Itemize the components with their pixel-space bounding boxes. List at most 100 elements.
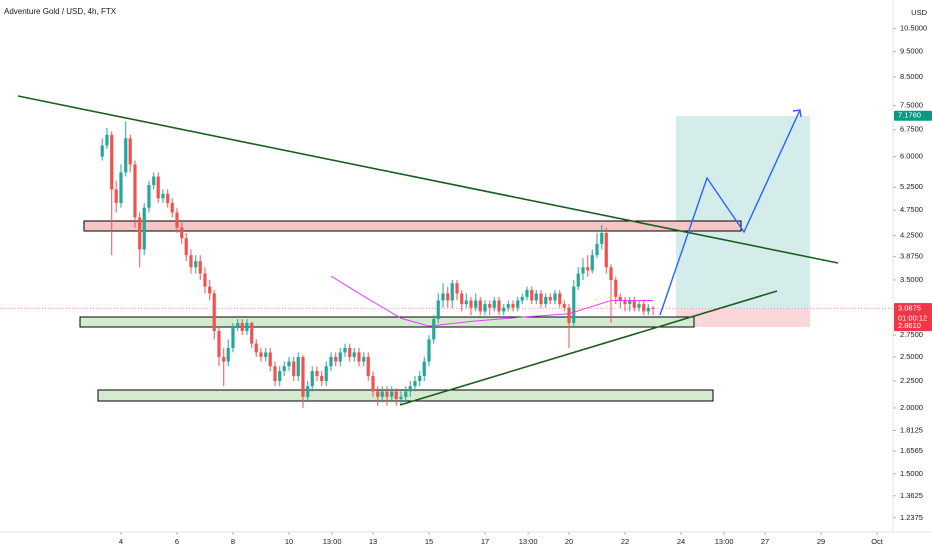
y-tick-label: 4.2500 (900, 231, 923, 240)
candle-body (548, 296, 552, 301)
candle-body (166, 193, 170, 203)
candle-body (553, 293, 557, 301)
candle-body (637, 304, 641, 308)
profit-zone (676, 116, 810, 310)
candle-body (390, 391, 394, 397)
x-tick-label: 8 (231, 537, 235, 546)
candle-body (128, 138, 132, 165)
candle-body (609, 267, 613, 280)
candle-body (226, 347, 230, 362)
x-tick-label: Oct (871, 537, 884, 546)
candle-body (418, 376, 422, 382)
y-tick-label: 1.6565 (900, 446, 923, 455)
candle-body (488, 304, 492, 308)
candle-body (208, 286, 212, 294)
y-tick-label: 9.5000 (900, 47, 923, 56)
candle-body (310, 371, 314, 387)
candle-body (628, 300, 632, 305)
y-tick-label: 3.8750 (900, 252, 923, 261)
candle-body (114, 189, 118, 203)
candle-body (240, 322, 244, 332)
x-tick-label: 17 (481, 537, 489, 546)
candle-body (478, 300, 482, 312)
x-tick-label: 6 (175, 537, 179, 546)
candle-body (110, 134, 114, 190)
trend-line (17, 95, 839, 264)
y-tick-label: 2.0000 (900, 403, 923, 412)
candle-body (142, 207, 146, 250)
candle-body (436, 300, 440, 320)
candle-body (329, 356, 333, 367)
x-tick-label: 13:00 (519, 537, 538, 546)
candle-body (483, 304, 487, 312)
candle-body (212, 293, 216, 332)
candle-body (474, 300, 478, 308)
candle-body (642, 304, 646, 312)
overlay (0, 95, 893, 406)
candle-body (245, 322, 249, 332)
chart-title: Adventure Gold / USD, 4h, FTX (4, 7, 117, 16)
candle-body (604, 232, 608, 268)
candle-body (558, 293, 562, 305)
candle-body (399, 396, 403, 400)
candle-body (567, 307, 571, 323)
candle-body (544, 296, 548, 305)
candle-body (273, 366, 277, 382)
candle-body (100, 145, 104, 157)
candle-body (497, 300, 501, 312)
loss-zone (676, 310, 810, 327)
candle-body (394, 391, 398, 400)
candle-body (203, 273, 207, 287)
y-tick-label: 1.3625 (900, 491, 923, 500)
candle-body (138, 217, 142, 250)
support-zone (79, 316, 695, 328)
x-tick-label: 22 (621, 537, 629, 546)
candle-body (320, 376, 324, 382)
price-badge-label: 7.1760 (898, 111, 921, 120)
x-tick-label: 4 (119, 537, 123, 546)
candle-body (464, 300, 468, 305)
candle-body (450, 283, 454, 301)
candle-body (590, 255, 594, 271)
y-tick-label: 1.5000 (900, 469, 923, 478)
candle-body (296, 356, 300, 377)
x-tick-label: 13:00 (715, 537, 734, 546)
x-tick-label: 29 (817, 537, 825, 546)
candle-body (614, 279, 618, 297)
countdown-label: 01:00:12 (898, 314, 927, 323)
candle-body (236, 322, 240, 327)
x-tick-label: 24 (677, 537, 685, 546)
candle-body (623, 300, 627, 305)
candle-body (380, 391, 384, 397)
candle-body (530, 289, 534, 301)
candle-body (506, 304, 510, 308)
candle-body (264, 352, 268, 357)
candle-body (198, 261, 202, 274)
candle-body (184, 238, 188, 256)
candle-body (133, 164, 137, 218)
candle-body (338, 352, 342, 362)
projection-path (659, 109, 801, 316)
candle-body (147, 185, 151, 208)
x-tick-label: 10 (285, 537, 293, 546)
price-badge-label: 3.0875 (898, 304, 921, 313)
candle-body (222, 356, 226, 362)
y-tick-label: 2.2500 (900, 376, 923, 385)
candle-body (156, 176, 160, 199)
axes: 10.5000 9.5000 8.5000 7.5000 6.7500 6.0000 5.2… (119, 24, 932, 546)
candle-body (404, 391, 408, 397)
candle-body (278, 371, 282, 382)
candle-body (105, 134, 109, 146)
candle-body (511, 304, 515, 308)
candle-body (460, 293, 464, 305)
candle-body (632, 300, 636, 308)
candle-body (189, 255, 193, 268)
y-tick-label: 6.0000 (900, 152, 923, 161)
candle-body (446, 293, 450, 301)
candle-body (366, 356, 370, 377)
candle-body (152, 176, 156, 186)
y-tick-label: 4.7500 (900, 205, 923, 214)
x-tick-label: 27 (761, 537, 769, 546)
candle-body (427, 339, 431, 362)
